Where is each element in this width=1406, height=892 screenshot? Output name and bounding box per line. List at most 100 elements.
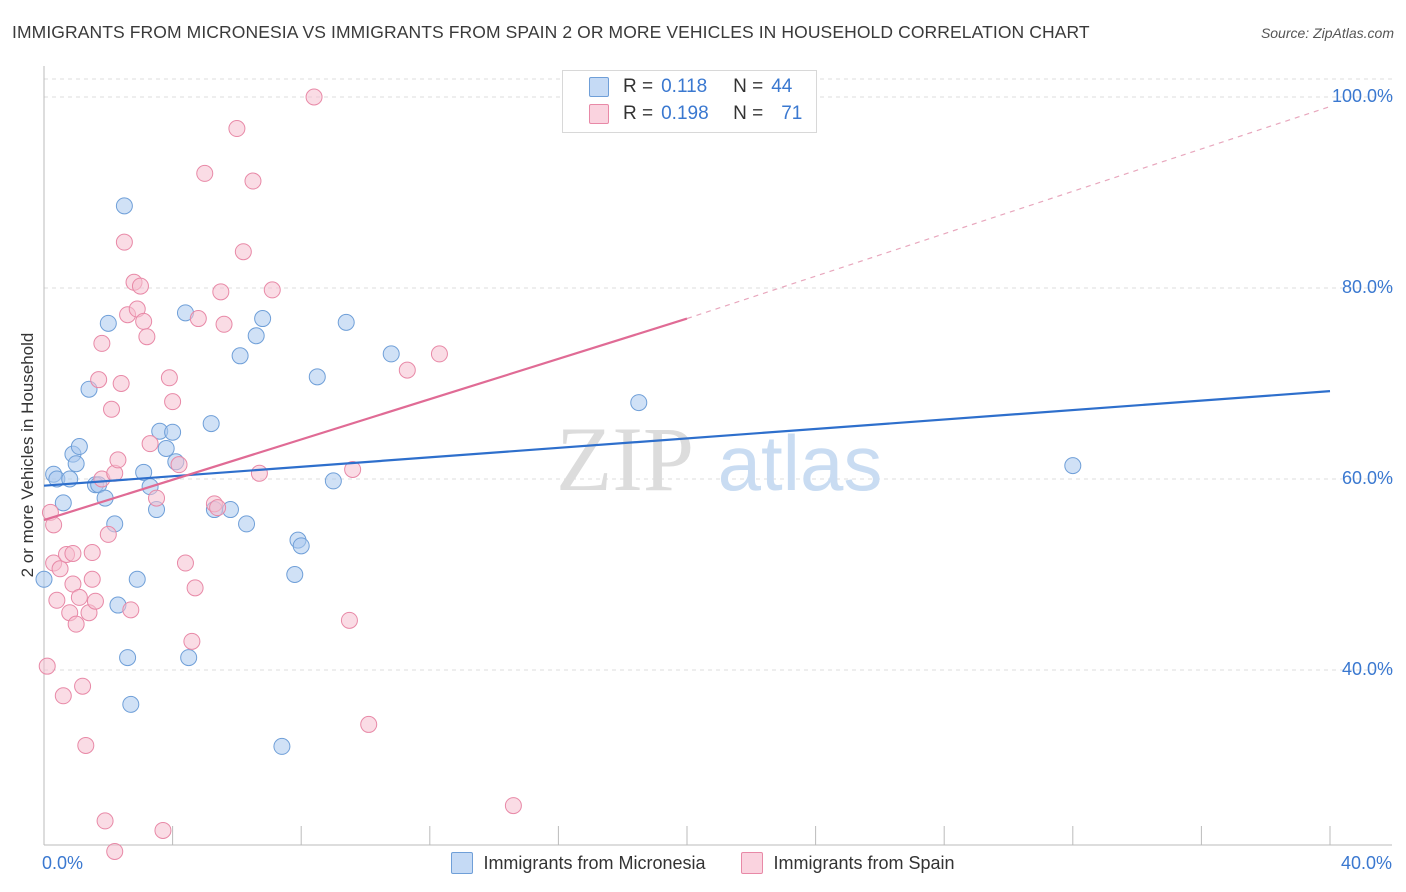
watermark: ZIP atlas <box>556 408 882 510</box>
point-spain <box>54 687 72 705</box>
point-spain <box>77 736 95 754</box>
point-micronesia <box>286 566 304 583</box>
point-spain <box>138 328 156 346</box>
point-spain <box>96 812 114 830</box>
data-points <box>35 88 1082 860</box>
point-micronesia <box>382 345 400 363</box>
point-micronesia <box>273 737 291 755</box>
point-spain <box>64 544 82 562</box>
point-micronesia <box>180 649 198 667</box>
point-spain <box>305 88 323 106</box>
point-micronesia <box>254 310 272 328</box>
point-spain <box>504 797 522 815</box>
point-spain <box>74 677 92 695</box>
y-tick-label: 40.0% <box>1341 659 1393 679</box>
point-spain <box>83 570 101 588</box>
n-value: 71 <box>781 103 803 124</box>
point-micronesia <box>308 368 326 386</box>
point-micronesia <box>70 438 88 456</box>
legend-item-spain: Immigrants from Spain <box>741 852 955 874</box>
point-spain <box>360 715 378 733</box>
point-spain <box>67 615 85 633</box>
r-label: R = <box>623 76 654 97</box>
point-micronesia <box>135 463 153 481</box>
point-spain <box>154 821 172 839</box>
point-micronesia <box>202 415 220 433</box>
point-spain <box>164 393 182 411</box>
trend-line-spain-extension <box>686 105 1331 320</box>
point-spain <box>38 657 56 675</box>
point-spain <box>215 315 233 333</box>
point-spain <box>244 172 262 190</box>
point-spain <box>228 120 246 138</box>
r-label: R = <box>623 103 654 124</box>
point-micronesia <box>157 439 175 457</box>
point-spain <box>51 560 69 578</box>
trend-lines <box>43 105 1331 522</box>
legend-item-micronesia: Immigrants from Micronesia <box>451 852 705 874</box>
y-tick-label: 80.0% <box>1341 277 1393 297</box>
point-spain <box>93 334 111 352</box>
point-spain <box>131 277 149 295</box>
x-tick-label-min: 0.0% <box>42 853 84 873</box>
point-spain <box>186 579 204 597</box>
n-label: N = <box>733 103 764 124</box>
y-tick-label: 60.0% <box>1341 468 1393 488</box>
point-spain <box>122 601 140 619</box>
point-spain <box>430 345 448 363</box>
point-spain <box>86 592 104 610</box>
point-spain <box>209 499 227 517</box>
point-spain <box>234 243 252 261</box>
point-micronesia <box>54 494 72 512</box>
point-spain <box>106 842 124 860</box>
point-micronesia <box>247 327 265 345</box>
point-micronesia <box>35 570 53 588</box>
legend-label-spain: Immigrants from Spain <box>773 852 955 873</box>
point-spain <box>212 283 230 301</box>
point-spain <box>170 456 188 474</box>
x-tick-label-max: 40.0% <box>1340 853 1392 873</box>
n-label: N = <box>733 76 764 97</box>
point-spain <box>344 460 362 478</box>
point-micronesia <box>630 394 648 412</box>
point-spain <box>115 233 133 251</box>
point-spain <box>90 371 108 389</box>
legend-swatch-micronesia <box>589 77 609 97</box>
point-micronesia <box>99 314 117 332</box>
r-value: 0.118 <box>661 76 708 97</box>
grid-lines <box>44 78 1392 671</box>
watermark-atlas: atlas <box>718 419 883 507</box>
point-spain <box>112 375 130 392</box>
legend-label-micronesia: Immigrants from Micronesia <box>483 852 706 873</box>
point-spain <box>340 611 358 629</box>
trend-line-micronesia <box>43 390 1331 487</box>
chart-title: IMMIGRANTS FROM MICRONESIA VS IMMIGRANTS… <box>12 22 1090 42</box>
point-micronesia <box>231 347 249 365</box>
point-micronesia <box>1064 457 1082 475</box>
point-spain <box>141 435 159 453</box>
stats-legend: R = 0.118 N = 44 R = 0.198 N = 71 <box>562 70 817 133</box>
legend-swatch-spain <box>589 104 609 124</box>
point-micronesia <box>128 570 146 588</box>
series-legend: Immigrants from Micronesia Immigrants fr… <box>0 852 1406 874</box>
point-micronesia <box>164 423 182 441</box>
legend-swatch-spain <box>741 852 764 874</box>
point-micronesia <box>115 197 133 215</box>
point-micronesia <box>67 455 85 473</box>
point-spain <box>176 554 194 572</box>
point-spain <box>183 632 201 650</box>
point-micronesia <box>292 537 310 555</box>
point-spain <box>160 369 178 387</box>
point-micronesia <box>324 472 342 490</box>
point-spain <box>196 164 214 182</box>
point-micronesia <box>337 313 355 331</box>
point-spain <box>109 451 127 469</box>
n-value: 44 <box>771 76 793 97</box>
point-spain <box>135 312 153 330</box>
point-micronesia <box>119 649 137 667</box>
point-spain <box>263 281 281 299</box>
point-micronesia <box>122 695 140 713</box>
point-spain <box>189 310 207 328</box>
point-micronesia <box>238 515 256 533</box>
